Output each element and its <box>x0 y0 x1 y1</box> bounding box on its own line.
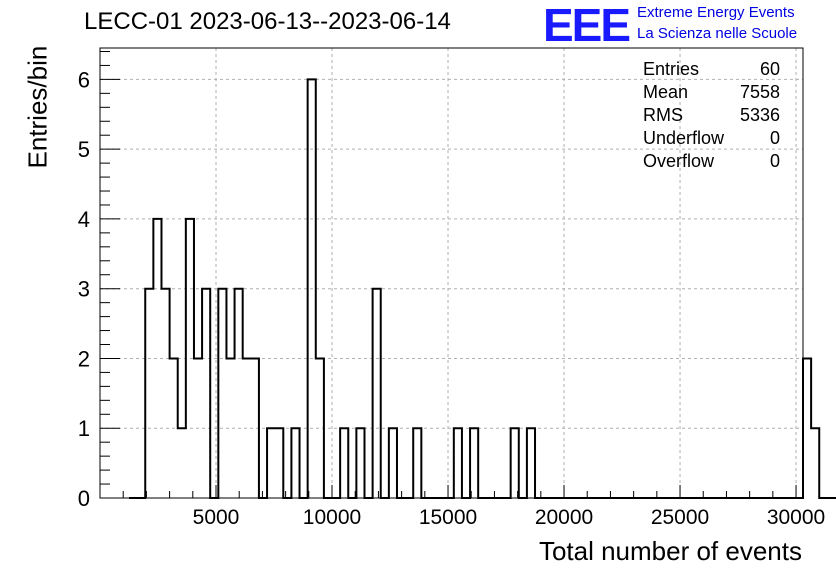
stats-key: Mean <box>643 82 689 102</box>
logo-text-line1: Extreme Energy Events <box>637 4 795 21</box>
y-tick-label: 1 <box>78 416 90 441</box>
y-axis-label: Entries/bin <box>22 45 53 169</box>
stats-row-underflow: Underflow 0 <box>643 127 780 150</box>
eee-logo: EEE <box>543 0 631 51</box>
x-tick-label: 10000 <box>303 506 361 529</box>
stats-key: RMS <box>643 105 683 125</box>
x-tick-label: 20000 <box>535 506 593 529</box>
y-tick-label: 5 <box>78 137 90 162</box>
logo-text-line2: La Scienza nelle Scuole <box>637 25 798 42</box>
stats-key: Underflow <box>643 128 725 148</box>
stats-value: 0 <box>769 128 780 148</box>
x-tick-label: 25000 <box>651 506 709 529</box>
histogram-series <box>129 78 836 499</box>
y-tick-label: 2 <box>78 346 90 371</box>
stats-value: 60 <box>759 59 780 79</box>
x-axis-label: Total number of events <box>538 536 802 566</box>
y-tick-label: 4 <box>78 207 90 232</box>
axis-ticks <box>100 50 797 499</box>
y-tick-label: 6 <box>78 67 90 92</box>
stats-box: Entries 60 Mean 7558 RMS 5336 Underflow … <box>643 58 780 173</box>
y-tick-label: 0 <box>78 486 90 511</box>
stats-key: Entries <box>643 59 700 79</box>
x-tick-label: 5000 <box>193 506 240 529</box>
stats-value: 0 <box>769 151 780 171</box>
stats-value: 5336 <box>739 105 780 125</box>
chart-title: LECC-01 2023-06-13--2023-06-14 <box>84 8 451 35</box>
stats-key: Overflow <box>643 151 715 171</box>
tick-labels: 5000 10000 15000 20000 25000 30000 0 1 2 3 4 5 6 <box>78 67 825 529</box>
stats-row-entries: Entries 60 <box>643 58 780 81</box>
x-tick-label: 30000 <box>767 506 825 529</box>
grid-lines <box>100 48 803 498</box>
stats-row-overflow: Overflow 0 <box>643 150 780 173</box>
x-tick-label: 15000 <box>419 506 477 529</box>
stats-row-mean: Mean 7558 <box>643 81 780 104</box>
stats-value: 7558 <box>739 82 780 102</box>
stats-row-rms: RMS 5336 <box>643 104 780 127</box>
y-tick-label: 3 <box>78 277 90 302</box>
